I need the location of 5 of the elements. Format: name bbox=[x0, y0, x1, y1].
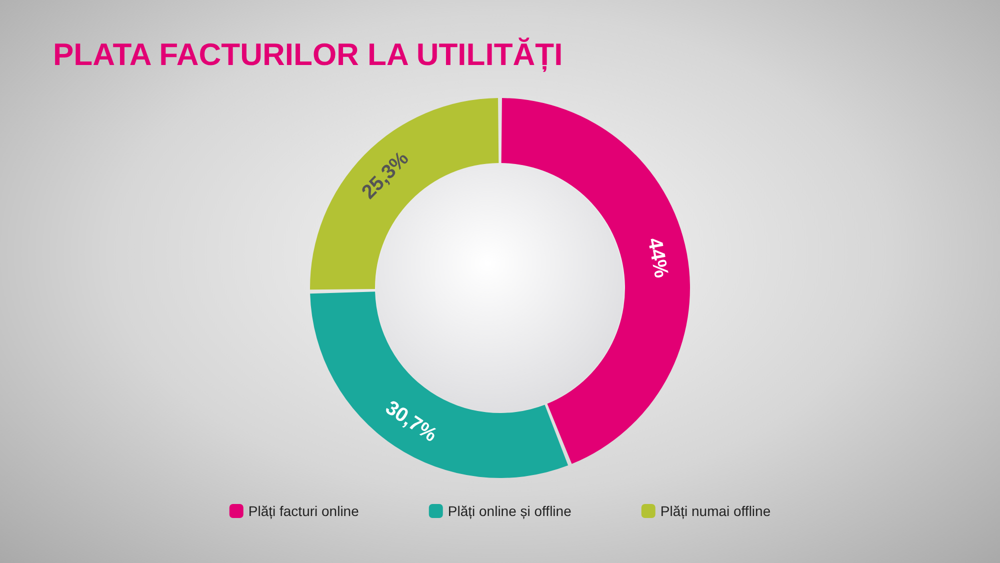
data-label: 44% bbox=[643, 236, 672, 280]
chart-title: PLATA FACTURILOR LA UTILITĂȚI bbox=[53, 37, 563, 72]
legend-label: Plăți online și offline bbox=[448, 503, 572, 519]
legend-label: Plăți facturi online bbox=[248, 503, 360, 519]
legend-label: Plăți numai offline bbox=[660, 503, 771, 519]
